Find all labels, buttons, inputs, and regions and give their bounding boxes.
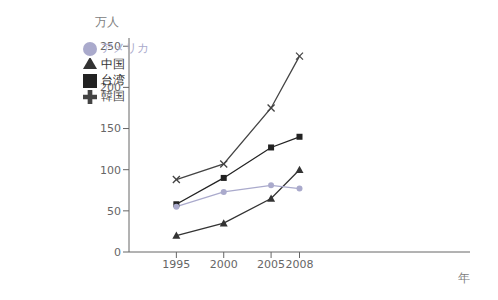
svg-text:年: 年 [458,271,470,285]
svg-text:2005: 2005 [257,258,285,271]
svg-text:100: 100 [100,164,121,177]
svg-text:2000: 2000 [210,258,238,271]
svg-text:1995: 1995 [162,258,190,271]
svg-text:200: 200 [100,81,121,94]
svg-text:50: 50 [107,205,121,218]
svg-text:250: 250 [100,40,121,53]
svg-text:万人: 万人 [95,15,119,29]
svg-text:0: 0 [114,246,121,259]
svg-text:2008: 2008 [286,258,314,271]
svg-text:150: 150 [100,122,121,135]
